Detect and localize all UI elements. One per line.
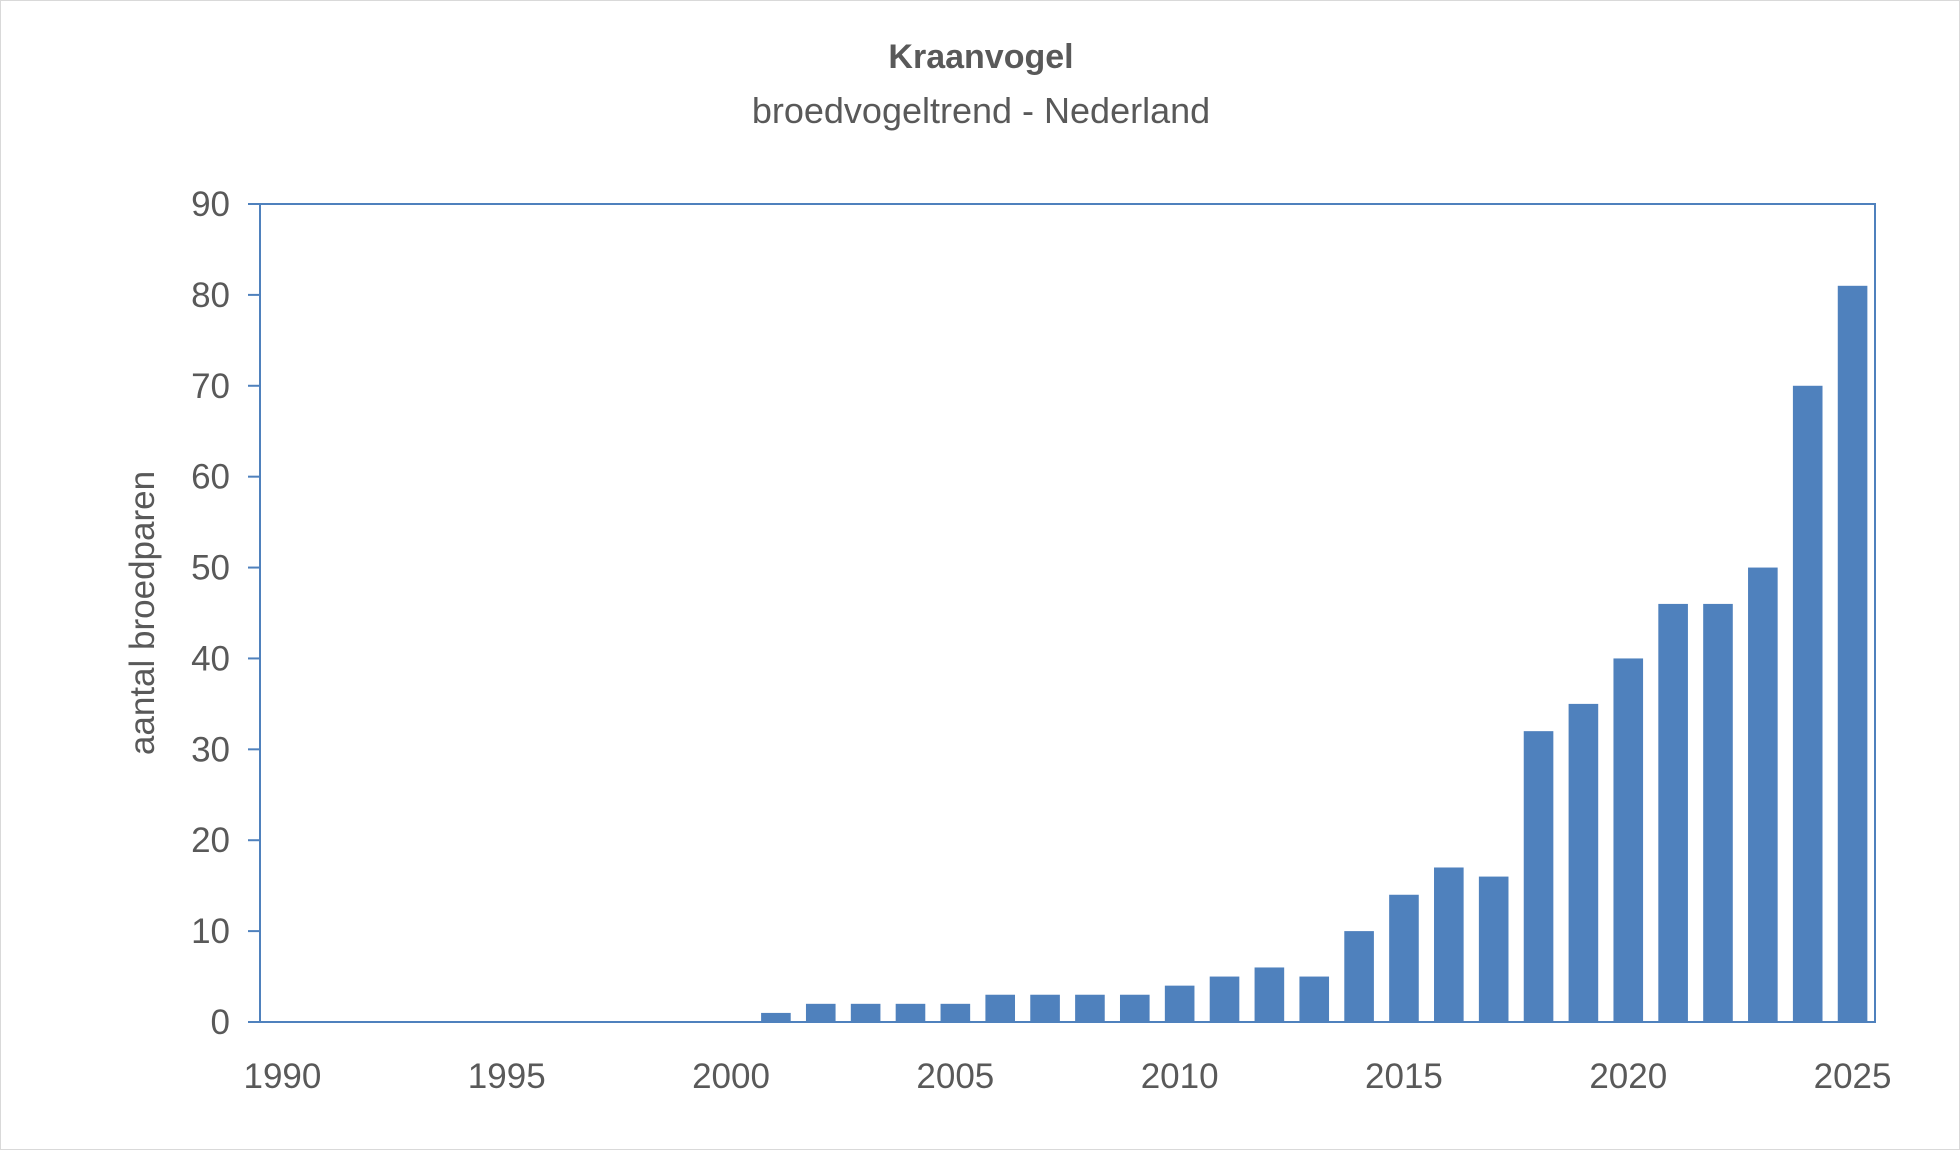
y-tick-label: 10 (191, 912, 230, 951)
y-tick-label: 40 (191, 639, 230, 678)
bar-2023 (1748, 567, 1778, 1022)
y-tick-label: 20 (191, 821, 230, 860)
bar-2008 (1075, 994, 1105, 1022)
bar-2010 (1164, 985, 1195, 1022)
bar-2003 (850, 1003, 881, 1022)
chart-title: Kraanvogel (888, 38, 1073, 76)
x-tick-label: 1995 (468, 1057, 546, 1096)
x-axis-ticks: 1990 1995 2000 2005 2010 2015 2020 2025 (243, 1057, 1891, 1096)
y-axis-label: aantal broedparen (123, 471, 162, 755)
y-tick-label: 80 (191, 276, 230, 315)
bar-2013 (1299, 976, 1330, 1022)
bar-2017 (1478, 876, 1509, 1022)
bar-2021 (1658, 603, 1688, 1022)
x-tick-label: 2020 (1589, 1057, 1667, 1096)
y-tick-label: 60 (191, 458, 230, 497)
x-tick-label: 2000 (692, 1057, 770, 1096)
bar-2018 (1523, 731, 1554, 1022)
bar-2012 (1254, 967, 1285, 1022)
bar-2025 (1837, 285, 1868, 1022)
x-tick-label: 1990 (243, 1057, 321, 1096)
y-tick-label: 70 (191, 367, 230, 406)
bars (761, 285, 1868, 1022)
y-tick-label: 90 (191, 185, 230, 224)
bar-2009 (1119, 994, 1150, 1022)
bar-2001 (761, 1012, 791, 1022)
bar-2024 (1792, 385, 1823, 1022)
plot-area (259, 203, 1876, 1023)
bar-2007 (1030, 994, 1060, 1022)
bar-2015 (1389, 894, 1419, 1022)
bar-2011 (1209, 976, 1240, 1022)
bar-2020 (1613, 658, 1644, 1022)
bar-2002 (805, 1003, 836, 1022)
chart-subtitle: broedvogeltrend - Nederland (752, 90, 1210, 131)
bar-2022 (1703, 603, 1733, 1022)
bar-2019 (1568, 703, 1599, 1022)
x-tick-label: 2015 (1365, 1057, 1443, 1096)
y-tick-label: 0 (211, 1003, 230, 1042)
bar-2006 (985, 994, 1016, 1022)
y-axis-ticks: 0 10 20 30 40 50 60 70 80 90 (191, 185, 260, 1042)
x-tick-label: 2010 (1141, 1057, 1219, 1096)
x-tick-label: 2005 (916, 1057, 994, 1096)
x-tick-label: 2025 (1814, 1057, 1892, 1096)
bar-2016 (1434, 867, 1464, 1022)
bar-2004 (895, 1003, 926, 1022)
y-tick-label: 50 (191, 549, 230, 588)
bar-2005 (940, 1003, 971, 1022)
y-tick-label: 30 (191, 730, 230, 769)
bar-2014 (1344, 931, 1374, 1022)
